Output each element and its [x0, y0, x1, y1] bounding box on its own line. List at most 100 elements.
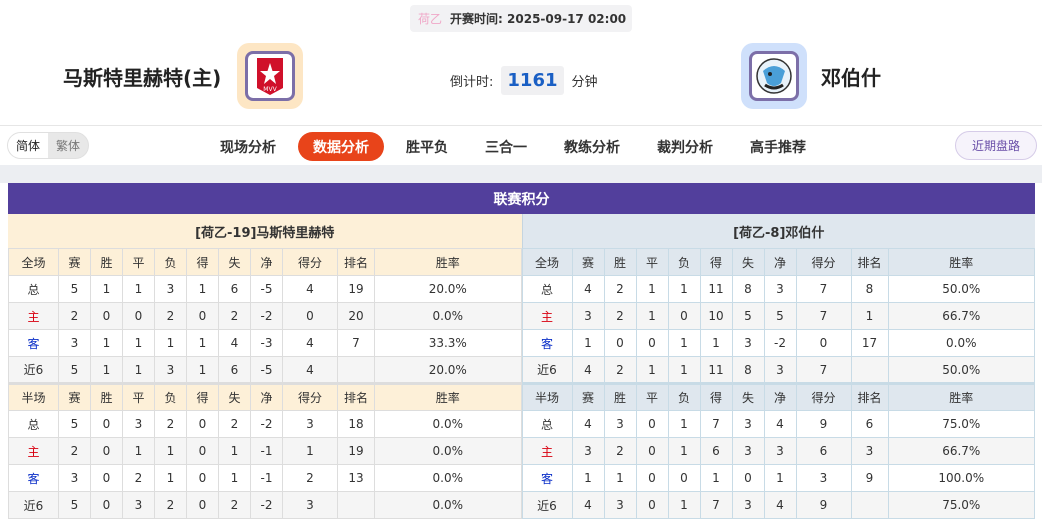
table-cell: -3 — [250, 329, 283, 357]
league-label[interactable]: 荷乙 — [418, 12, 443, 26]
column-header: 得分 — [795, 382, 852, 411]
table-cell: 6 — [850, 410, 889, 438]
table-cell: 0 — [186, 302, 219, 330]
table-cell: 9 — [850, 464, 889, 492]
table-cell: -5 — [250, 356, 283, 384]
table-cell: 2 — [154, 302, 187, 330]
table-cell: 3 — [603, 410, 637, 438]
tab-data-analysis[interactable]: 数据分析 — [298, 132, 384, 161]
tab-referee-analysis[interactable]: 裁判分析 — [657, 139, 713, 156]
table-cell: 1 — [122, 329, 155, 357]
full-header-row: 全场赛胜平负得失净得分 排名 胜率 — [8, 248, 522, 276]
table-cell: 100.0% — [887, 464, 1035, 492]
column-header: 排名 — [850, 382, 889, 411]
table-cell: -1 — [250, 437, 283, 465]
recent-odds-button[interactable]: 近期盘路 — [955, 131, 1037, 160]
table-cell: 1 — [282, 437, 338, 465]
table-cell: 4 — [282, 275, 338, 303]
table-cell: 10 — [699, 302, 733, 330]
column-header: 胜 — [90, 382, 123, 411]
row-label: 总 — [521, 275, 573, 303]
tab-1x2[interactable]: 胜平负 — [406, 139, 448, 156]
table-row: 客 3 0 2 1 0 1 -1 2 13 0.0% — [8, 464, 522, 492]
table-cell: 2 — [218, 491, 251, 519]
table-cell: 0 — [635, 410, 669, 438]
table-cell: 4 — [571, 356, 605, 384]
lang-simplified[interactable]: 简体 — [8, 133, 48, 158]
table-cell: 6 — [218, 356, 251, 384]
table-cell: 3 — [122, 410, 155, 438]
table-cell: 20 — [337, 302, 375, 330]
table-cell: 3 — [154, 356, 187, 384]
countdown: 倒计时: 1161 分钟 — [450, 66, 598, 95]
language-toggle[interactable]: 简体 繁体 — [7, 132, 89, 159]
column-header: 净 — [763, 248, 797, 276]
table-cell: 5 — [58, 275, 91, 303]
column-header: 负 — [667, 248, 701, 276]
tab-three-in-one[interactable]: 三合一 — [485, 139, 527, 156]
table-cell: 4 — [763, 491, 797, 519]
away-team-name[interactable]: 邓伯什 — [821, 66, 881, 90]
table-cell: 4 — [763, 410, 797, 438]
table-cell: 1 — [154, 329, 187, 357]
column-header: 胜率 — [887, 382, 1035, 411]
column-header: 平 — [635, 382, 669, 411]
table-cell: 1 — [154, 464, 187, 492]
table-cell: 1 — [667, 491, 701, 519]
table-cell: 2 — [603, 437, 637, 465]
away-standings: [荷乙-8]邓伯什 全场赛胜平负得失净得分 排名 胜率总 4 2 1 1 11 8 3 7 8 50.0… — [521, 214, 1035, 519]
table-cell: 1 — [571, 329, 605, 357]
row-label: 近6 — [8, 356, 59, 384]
table-cell: 50.0% — [887, 275, 1035, 303]
column-header: 胜率 — [887, 248, 1035, 276]
column-header: 平 — [635, 248, 669, 276]
table-cell: 3 — [731, 491, 765, 519]
tab-list: 现场分析 数据分析 胜平负 三合一 教练分析 裁判分析 高手推荐 — [205, 132, 828, 161]
match-header: 荷乙 开赛时间: 2025-09-17 02:00 马斯特里赫特(主) MVV … — [0, 0, 1042, 124]
lang-traditional[interactable]: 繁体 — [55, 139, 80, 153]
row-label: 总 — [8, 275, 59, 303]
table-cell: 0.0% — [374, 302, 522, 330]
table-cell: -2 — [763, 329, 797, 357]
away-team-logo[interactable] — [741, 43, 807, 109]
table-cell: 0 — [603, 329, 637, 357]
table-cell: 7 — [699, 491, 733, 519]
home-team-name[interactable]: 马斯特里赫特(主) — [63, 66, 222, 90]
table-cell: 20.0% — [374, 275, 522, 303]
home-team-logo[interactable]: MVV — [237, 43, 303, 109]
table-cell: 1 — [667, 329, 701, 357]
table-cell: 1 — [186, 329, 219, 357]
table-row: 近6 4 2 1 1 11 8 3 7 50.0% — [521, 356, 1035, 384]
table-cell: 1 — [635, 356, 669, 384]
table-cell: 8 — [850, 275, 889, 303]
table-cell: 2 — [58, 437, 91, 465]
table-cell: 5 — [58, 410, 91, 438]
table-cell: 0 — [667, 302, 701, 330]
row-label: 主 — [8, 437, 59, 465]
countdown-unit: 分钟 — [571, 75, 598, 90]
table-cell: 2 — [218, 302, 251, 330]
column-header: 平 — [122, 382, 155, 411]
column-header: 胜 — [603, 248, 637, 276]
tab-expert-picks[interactable]: 高手推荐 — [750, 139, 806, 156]
table-cell: 3 — [795, 464, 852, 492]
table-cell: 66.7% — [887, 437, 1035, 465]
home-standings-team[interactable]: [荷乙-19]马斯特里赫特 — [8, 214, 522, 248]
table-cell: 0.0% — [887, 329, 1035, 357]
tab-coach-analysis[interactable]: 教练分析 — [564, 139, 620, 156]
table-cell: 9 — [795, 410, 852, 438]
kickoff-label: 开赛时间: — [450, 12, 503, 26]
table-cell: 0.0% — [374, 491, 522, 519]
league-standings: 联赛积分 [荷乙-19]马斯特里赫特 全场赛胜平负得失净得分 排名 胜率总 5 1 1 3 1… — [8, 183, 1035, 521]
table-cell: 0 — [635, 329, 669, 357]
table-cell: 50.0% — [887, 356, 1035, 384]
table-cell: 3 — [763, 437, 797, 465]
table-cell: -2 — [250, 302, 283, 330]
table-cell: 1 — [90, 275, 123, 303]
table-cell: 1 — [763, 464, 797, 492]
table-row: 总 4 2 1 1 11 8 3 7 8 50.0% — [521, 275, 1035, 303]
tab-live-analysis[interactable]: 现场分析 — [220, 139, 276, 156]
table-cell: 2 — [603, 302, 637, 330]
away-standings-team[interactable]: [荷乙-8]邓伯什 — [521, 214, 1035, 248]
column-header: 半场 — [8, 382, 59, 411]
